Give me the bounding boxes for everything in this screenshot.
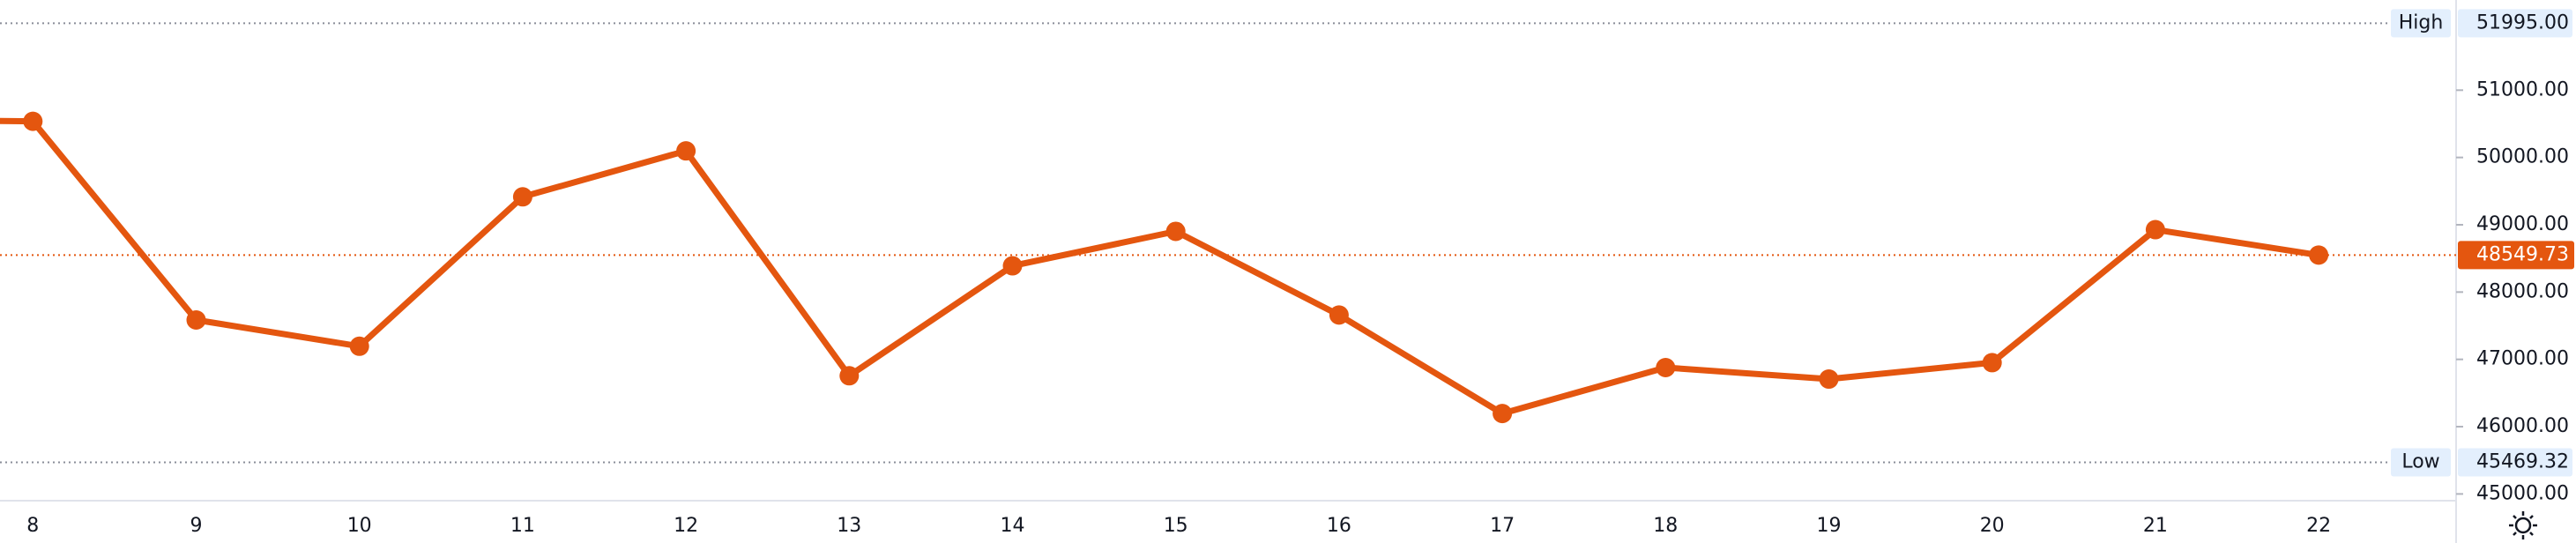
- price-line-series: [0, 117, 2319, 417]
- data-point: [1493, 404, 1513, 424]
- y-tick-label: 48000.00: [2476, 280, 2569, 302]
- data-point: [676, 141, 696, 161]
- x-tick-label: 22: [2306, 515, 2331, 537]
- x-tick-label: 15: [1164, 515, 1188, 537]
- y-tick-label: 45000.00: [2476, 482, 2569, 504]
- data-point: [839, 366, 860, 386]
- data-point: [1819, 369, 1839, 390]
- x-tick-label: 10: [347, 515, 372, 537]
- settings-icon[interactable]: [2509, 511, 2537, 539]
- x-tick-label: 13: [837, 515, 861, 537]
- low-value: 45469.32: [2476, 451, 2569, 473]
- data-point: [349, 336, 369, 356]
- data-point: [512, 187, 532, 207]
- plot-area: [0, 111, 2329, 424]
- high-value-box: [2458, 9, 2572, 38]
- y-tick-label: 46000.00: [2476, 415, 2569, 437]
- y-tick-label: 49000.00: [2476, 213, 2569, 235]
- x-tick-label: 17: [1490, 515, 1515, 537]
- price-value: 48549.73: [2476, 243, 2569, 265]
- y-tick-label: 50000.00: [2476, 146, 2569, 168]
- high-name: High: [2399, 11, 2444, 33]
- data-point: [23, 111, 43, 131]
- low-name: Low: [2401, 451, 2439, 473]
- x-tick-label: 21: [2143, 515, 2168, 537]
- y-tick-label: 51000.00: [2476, 78, 2569, 100]
- data-point: [1329, 305, 1349, 325]
- data-point: [1656, 357, 1676, 377]
- data-point: [2145, 219, 2165, 240]
- x-tick-label: 9: [190, 515, 203, 537]
- data-point: [2309, 245, 2329, 265]
- low-name-box: [2391, 448, 2451, 477]
- x-tick-label: 12: [674, 515, 698, 537]
- data-point: [1002, 256, 1023, 276]
- data-point: [186, 310, 206, 331]
- x-tick-label: 11: [510, 515, 535, 537]
- low-value-box: [2458, 448, 2572, 477]
- price-value-box: [2458, 241, 2574, 270]
- high-value: 51995.00: [2476, 11, 2569, 33]
- high-name-box: [2391, 9, 2451, 38]
- x-tick-label: 14: [1001, 515, 1025, 537]
- data-point: [1165, 221, 1186, 242]
- x-tick-label: 20: [1980, 515, 2005, 537]
- x-tick-label: 19: [1817, 515, 1842, 537]
- y-tick-label: 47000.00: [2476, 348, 2569, 370]
- x-tick-label: 18: [1653, 515, 1678, 537]
- data-point: [1982, 353, 2002, 373]
- x-tick-label: 16: [1327, 515, 1351, 537]
- x-tick-label: 8: [26, 515, 39, 537]
